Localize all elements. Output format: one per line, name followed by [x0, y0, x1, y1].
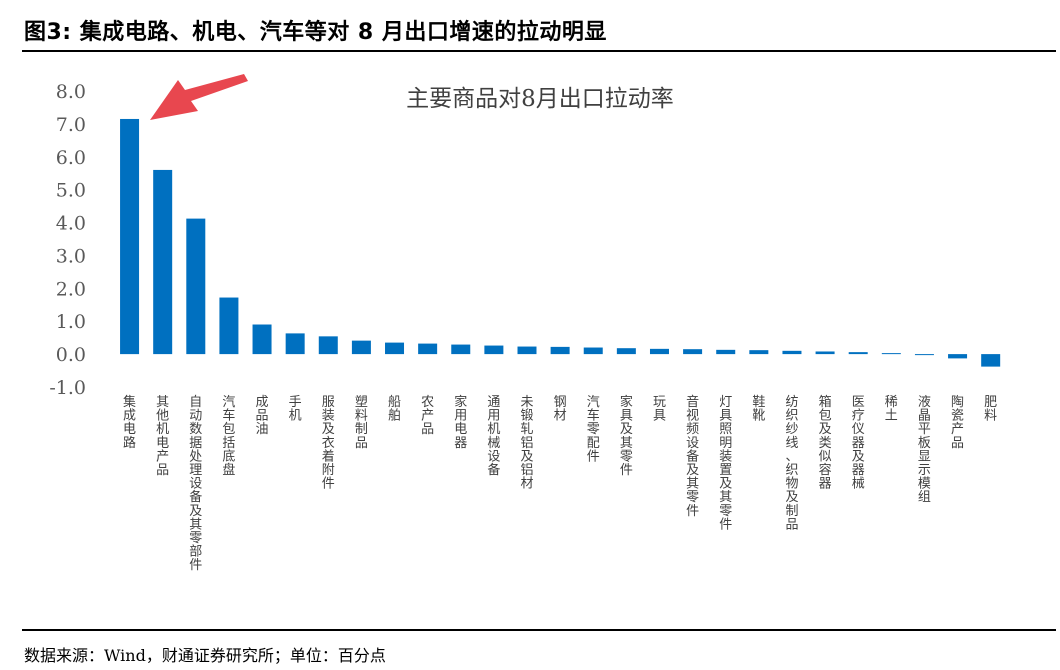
bar — [649, 348, 669, 355]
x-category-label: 自动数据处理设备及其零部件 — [189, 395, 202, 573]
chart-title: 主要商品对8月出口拉动率 — [406, 86, 674, 112]
x-category-label: 家具及其零件 — [620, 394, 633, 478]
x-category-label: 船舶 — [388, 395, 401, 424]
bar — [252, 324, 272, 355]
figure-title: 图3: 集成电路、机电、汽车等对 8 月出口增速的拉动明显 — [24, 20, 607, 45]
bottom-rule — [22, 629, 1056, 631]
bar — [948, 354, 968, 359]
x-category-label: 未锻轧铝及铝材 — [520, 395, 533, 492]
bar — [881, 353, 901, 355]
x-category-label: 通用机械设备 — [487, 395, 500, 478]
x-category-label: 汽车包括底盘 — [222, 395, 235, 478]
bar — [616, 348, 636, 355]
bar — [484, 345, 504, 355]
x-category-label: 其他机电产品 — [156, 395, 169, 478]
arrow-annotation — [150, 74, 248, 120]
x-category-label: 塑料制品 — [355, 395, 368, 451]
x-category-label: 肥料 — [984, 395, 997, 424]
bar — [716, 349, 736, 355]
x-category-label: 灯具照明装置及其零件 — [719, 395, 732, 532]
x-category-label: 手机 — [289, 395, 302, 424]
bar — [683, 349, 703, 355]
x-category-label: 医疗仪器及器械 — [852, 395, 865, 492]
bar — [318, 336, 338, 355]
bar — [351, 340, 371, 355]
x-category-label: 农产品 — [421, 395, 434, 437]
bar — [418, 343, 438, 355]
bar — [517, 346, 537, 355]
x-category-label: 玩具 — [653, 395, 666, 424]
y-tick-label: 4.0 — [56, 213, 86, 235]
x-category-label: 集成电路 — [123, 394, 136, 451]
y-axis: 8.0 7.0 6.0 5.0 4.0 3.0 2.0 1.0 0.0 -1.0 — [49, 81, 86, 399]
arrow-icon — [150, 74, 248, 120]
bar — [914, 354, 934, 356]
bar — [848, 352, 868, 355]
y-tick-label: 8.0 — [56, 81, 86, 103]
x-category-label: 成品油 — [256, 395, 269, 437]
x-axis-labels: 集成电路 其他机电产品 自动数据处理设备及其零部件 汽车包括底盘 成品油 手机 服装及衣着附… — [123, 394, 997, 573]
bar-chart: 主要商品对8月出口拉动率 8.0 7.0 6.0 5.0 4.0 3.0 2.0 1.0 0.0… — [49, 74, 1001, 573]
bar — [385, 342, 405, 355]
x-category-label: 箱包及类似容器 — [819, 394, 832, 492]
y-tick-label: 5.0 — [56, 180, 86, 202]
bar — [550, 346, 570, 355]
bar — [782, 350, 802, 355]
x-category-label: 音视频设备及其零件 — [686, 394, 699, 519]
x-category-label: 汽车零配件 — [587, 395, 600, 464]
y-tick-label: 1.0 — [56, 311, 86, 333]
bar — [186, 218, 206, 355]
x-category-label: 稀土 — [885, 395, 898, 424]
top-rule — [22, 50, 1056, 52]
bar — [285, 333, 305, 355]
x-category-label: 家用电器 — [454, 394, 467, 451]
x-category-label: 鞋靴 — [752, 394, 765, 424]
bar — [451, 344, 471, 355]
x-category-label: 陶瓷产品 — [951, 394, 964, 451]
bar — [749, 350, 769, 355]
x-category-label: 服装及衣着附件 — [322, 395, 335, 492]
y-tick-label: 7.0 — [56, 114, 86, 136]
source-note: 数据来源：Wind，财通证券研究所；单位：百分点 — [24, 646, 386, 665]
bar — [219, 297, 239, 355]
bar — [583, 347, 603, 355]
bar — [153, 169, 173, 355]
y-tick-label: -1.0 — [49, 377, 86, 399]
bar — [981, 354, 1001, 367]
y-tick-label: 0.0 — [56, 344, 86, 366]
y-tick-label: 2.0 — [56, 278, 86, 300]
bars — [120, 118, 1001, 367]
y-tick-label: 6.0 — [56, 147, 86, 169]
bar — [120, 118, 140, 355]
x-category-label: 钢材 — [554, 395, 567, 424]
x-category-label: 纺织纱线、织物及制品 — [785, 395, 798, 532]
bar — [815, 351, 835, 355]
y-tick-label: 3.0 — [56, 245, 86, 267]
x-category-label: 液晶平板显示模组 — [918, 395, 931, 505]
